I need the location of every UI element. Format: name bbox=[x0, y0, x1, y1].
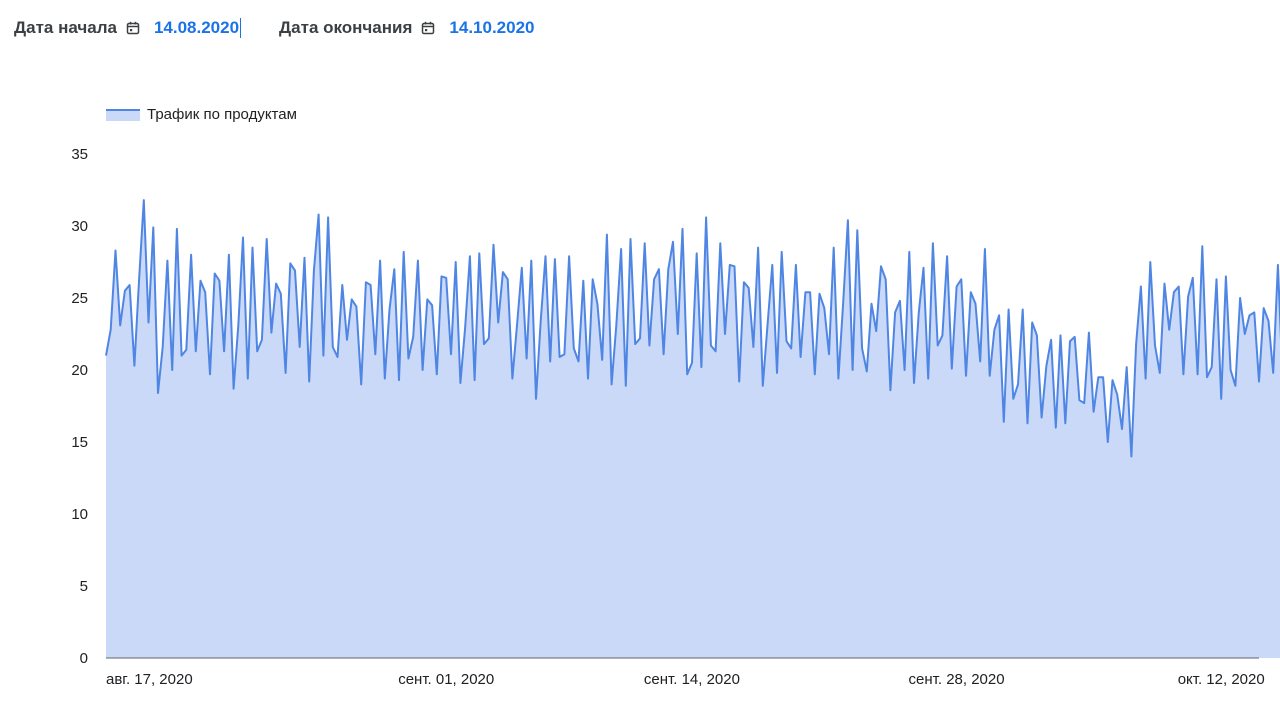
x-tick-label: окт. 12, 2020 bbox=[1178, 671, 1265, 688]
series-line bbox=[105, 199, 1280, 458]
y-tick-label: 25 bbox=[71, 290, 88, 307]
start-date-label: Дата начала bbox=[14, 18, 117, 37]
date-range-controls: Дата начала 14.08.2020 Дата окончания 14… bbox=[14, 14, 573, 42]
y-tick-label: 10 bbox=[71, 506, 88, 523]
y-tick-label: 30 bbox=[71, 218, 88, 235]
x-tick-label: сент. 28, 2020 bbox=[909, 671, 1005, 688]
y-tick-label: 5 bbox=[80, 578, 88, 595]
x-axis-ticks: авг. 17, 2020 сент. 01, 2020 сент. 14, 202… bbox=[106, 671, 1265, 688]
y-tick-label: 0 bbox=[80, 650, 88, 667]
y-tick-label: 20 bbox=[71, 362, 88, 379]
calendar-icon[interactable] bbox=[421, 21, 435, 35]
x-tick-label: авг. 17, 2020 bbox=[106, 671, 193, 688]
end-date-control[interactable]: Дата окончания 14.10.2020 bbox=[279, 18, 534, 38]
chart-legend: Трафик по продуктам bbox=[106, 106, 297, 123]
end-date-label: Дата окончания bbox=[279, 18, 413, 37]
legend-label: Трафик по продуктам bbox=[147, 106, 297, 123]
y-tick-label: 15 bbox=[71, 434, 88, 451]
start-date-value[interactable]: 14.08.2020 bbox=[153, 18, 242, 38]
x-tick-label: сент. 01, 2020 bbox=[398, 671, 494, 688]
start-date-control[interactable]: Дата начала 14.08.2020 bbox=[14, 18, 242, 38]
calendar-icon[interactable] bbox=[126, 21, 140, 35]
end-date-value[interactable]: 14.10.2020 bbox=[449, 18, 535, 37]
y-axis-ticks: 0 5 10 15 20 25 30 35 bbox=[71, 146, 88, 667]
series-group bbox=[105, 199, 1280, 658]
legend-swatch bbox=[106, 108, 140, 121]
y-tick-label: 35 bbox=[71, 146, 88, 163]
x-tick-label: сент. 14, 2020 bbox=[644, 671, 740, 688]
series-area bbox=[106, 200, 1280, 658]
